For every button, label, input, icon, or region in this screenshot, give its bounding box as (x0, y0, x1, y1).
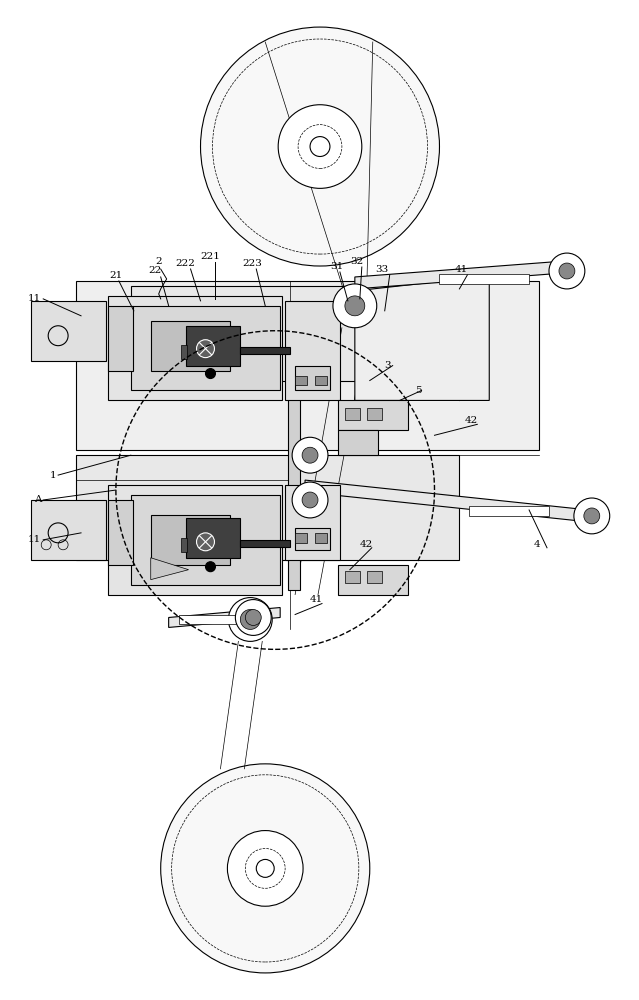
Bar (185, 518, 240, 558)
Circle shape (206, 562, 215, 572)
Bar (108, 296, 282, 400)
Circle shape (197, 340, 215, 358)
Text: 5: 5 (415, 386, 421, 395)
Bar (295, 528, 330, 550)
Bar (240, 540, 290, 547)
Bar (295, 376, 307, 385)
Circle shape (240, 610, 260, 629)
Bar (367, 408, 381, 420)
Circle shape (206, 369, 215, 379)
Text: 1: 1 (50, 471, 56, 480)
Circle shape (227, 831, 303, 906)
Bar (345, 408, 360, 420)
Circle shape (549, 253, 585, 289)
Bar (338, 400, 408, 430)
Bar (31, 301, 106, 361)
Bar (345, 571, 360, 583)
Circle shape (228, 598, 272, 641)
Bar (470, 506, 549, 516)
Bar (185, 326, 240, 366)
Bar (76, 281, 539, 450)
Bar (367, 571, 381, 583)
Circle shape (302, 447, 318, 463)
Bar (179, 615, 253, 624)
Polygon shape (169, 608, 280, 627)
Bar (440, 274, 529, 284)
Bar (315, 376, 327, 385)
Bar (131, 306, 280, 390)
Text: 22: 22 (149, 266, 162, 275)
Bar (76, 455, 459, 560)
Circle shape (292, 437, 328, 473)
Bar (295, 533, 307, 543)
Text: 42: 42 (360, 540, 373, 549)
Text: 31: 31 (330, 262, 343, 271)
Circle shape (310, 137, 330, 156)
Bar (108, 500, 133, 565)
Polygon shape (355, 276, 489, 400)
Circle shape (333, 284, 377, 328)
Bar (338, 565, 408, 595)
Text: 11: 11 (28, 535, 41, 544)
Circle shape (584, 508, 600, 524)
Bar (151, 321, 231, 371)
Circle shape (559, 263, 575, 279)
Text: 33: 33 (374, 265, 388, 274)
Text: 42: 42 (465, 416, 477, 425)
Bar (131, 286, 440, 381)
Text: 41: 41 (454, 265, 468, 274)
Bar (181, 345, 187, 359)
Circle shape (201, 27, 440, 266)
Circle shape (292, 482, 328, 518)
Circle shape (278, 105, 362, 188)
Text: 4: 4 (534, 540, 541, 549)
Text: 2: 2 (156, 257, 162, 266)
Text: 21: 21 (109, 271, 122, 280)
Text: 41: 41 (310, 595, 323, 604)
Text: 11: 11 (28, 294, 41, 303)
Bar (131, 495, 280, 585)
Text: 221: 221 (201, 252, 220, 261)
Bar (108, 306, 133, 371)
Bar (181, 538, 187, 552)
Text: 3: 3 (385, 361, 391, 370)
Circle shape (160, 764, 370, 973)
Circle shape (256, 859, 274, 877)
Polygon shape (355, 261, 564, 289)
Bar (108, 485, 282, 595)
Circle shape (197, 533, 215, 551)
Bar (288, 395, 300, 590)
Text: A: A (34, 495, 41, 504)
Text: 223: 223 (242, 259, 262, 268)
Polygon shape (151, 558, 189, 580)
Bar (240, 347, 290, 354)
Bar (151, 515, 231, 565)
Bar (338, 430, 378, 455)
Bar (285, 485, 340, 560)
Bar (295, 366, 330, 390)
Polygon shape (305, 480, 589, 522)
Bar (315, 533, 327, 543)
Bar (31, 500, 106, 560)
Circle shape (235, 600, 271, 635)
Text: 32: 32 (350, 257, 363, 266)
Circle shape (345, 296, 365, 316)
Text: 222: 222 (176, 259, 196, 268)
Circle shape (574, 498, 610, 534)
Circle shape (245, 610, 261, 625)
Bar (285, 301, 340, 400)
Circle shape (302, 492, 318, 508)
